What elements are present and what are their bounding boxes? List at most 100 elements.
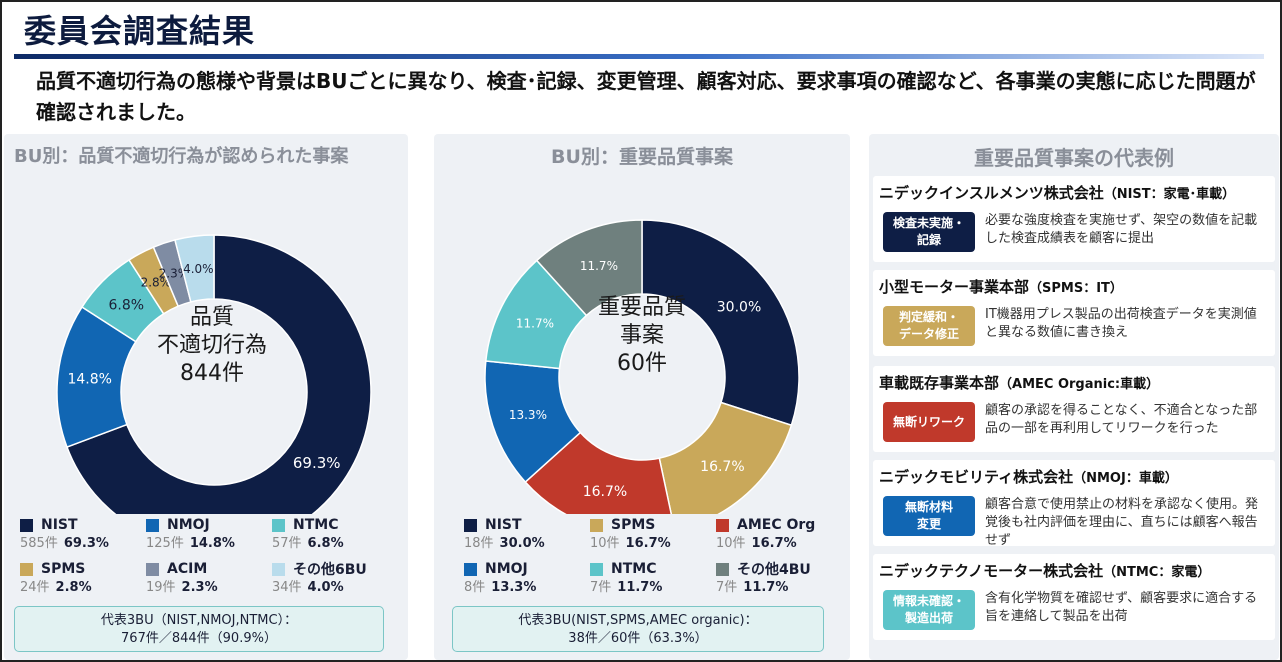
legend-values: 585件 69.3%	[20, 534, 150, 554]
legend-values: 18件 30.0%	[464, 534, 594, 554]
page-title: 委員会調査結果	[24, 12, 256, 50]
data-label-nist: 30.0%	[717, 299, 761, 315]
legend-count: 10件	[590, 536, 620, 551]
case-company-name: 車載既存事業本部	[879, 374, 1000, 392]
legend-percent: 16.7%	[751, 536, 797, 551]
panel-important-cases: BU別：重要品質事案 30.0% 16.7% 16.7% 13.3% 11.7% 11.7…	[434, 134, 850, 660]
legend-values: 8件 13.3%	[464, 578, 594, 598]
case-company-name: ニデックテクノモーター株式会社	[879, 562, 1104, 580]
case-badge-line: 無断材料	[904, 500, 953, 514]
slice-spms	[658, 401, 793, 514]
legend-head: NTMC	[272, 516, 402, 534]
data-label-nmoj: 13.3%	[509, 408, 547, 422]
chart2-center-line1: 重要品質	[597, 295, 686, 320]
case-badge-line: 記録	[916, 233, 941, 247]
legend-count: 19件	[146, 580, 176, 595]
case-company-tag: （AMEC Organic:車載）	[999, 377, 1160, 392]
legend-item--6bu: その他6BU 34件 4.0%	[272, 560, 402, 598]
data-label-spms: 16.7%	[700, 459, 744, 475]
legend-swatch	[590, 518, 603, 532]
case-description: 必要な強度検査を実施せず、架空の数値を記載した検査成績表を顧客に提出	[985, 213, 1258, 246]
legend-swatch	[464, 562, 477, 576]
legend-values: 10件 16.7%	[590, 534, 720, 554]
case-description: 含有化学物質を確認せず、顧客要求に適合する旨を連絡して製品を出荷	[985, 591, 1258, 624]
donut-chart-improper-cases: 69.3% 14.8% 6.8% 2.8%2.3%4.0%	[56, 234, 372, 514]
case-company-name: 小型モーター事業本部	[879, 278, 1030, 296]
data-label-nmoj: 14.8%	[67, 372, 111, 388]
data-label-ntmc: 6.8%	[109, 297, 145, 313]
chart1-center-line2: 不適切行為	[156, 333, 267, 358]
case-badge-line: 情報未確認・	[892, 594, 965, 608]
legend-label: その他6BU	[293, 562, 367, 578]
case-badge-line: 無断リワーク	[892, 415, 965, 429]
case-badge-line: データ修正	[898, 327, 959, 341]
legend-count: 7件	[590, 580, 612, 595]
legend-swatch	[272, 562, 285, 576]
case-company: ニデックテクノモーター株式会社（NTMC：家電）	[879, 560, 1210, 581]
case-badge-line: 検査未実施・	[892, 216, 965, 230]
slice-nist	[641, 219, 800, 427]
legend-item-nist: NIST 585件 69.3%	[20, 516, 150, 554]
legend-count: 125件	[146, 536, 184, 551]
chart1-title: BU別：品質不適切行為が認められた事案	[14, 146, 349, 167]
chart2-summary-line1: 代表3BU(NIST,SPMS,AMEC organic)：	[518, 613, 758, 628]
legend-swatch	[20, 518, 33, 532]
legend-item-spms: SPMS 10件 16.7%	[590, 516, 720, 554]
legend-item-nmoj: NMOJ 125件 14.8%	[146, 516, 276, 554]
legend-swatch	[146, 562, 159, 576]
chart1-center-line3: 844件	[180, 361, 244, 386]
legend-item-spms: SPMS 24件 2.8%	[20, 560, 150, 598]
legend-percent: 16.7%	[625, 536, 671, 551]
legend-head: AMEC Org	[716, 516, 846, 534]
legend-item-ntmc: NTMC 57件 6.8%	[272, 516, 402, 554]
chart2-summary: 代表3BU(NIST,SPMS,AMEC organic)： 38件／60件（6…	[452, 606, 824, 652]
legend-values: 7件 11.7%	[590, 578, 720, 598]
legend-item-ntmc: NTMC 7件 11.7%	[590, 560, 720, 598]
legend-head: NMOJ	[146, 516, 276, 534]
legend-percent: 11.7%	[743, 580, 789, 595]
case-card: ニデックモビリティ株式会社（NMOJ：車載） 無断材料 変更 顧客合意で使用禁止の材料…	[873, 460, 1275, 548]
slice-nist	[65, 234, 372, 514]
case-company-tag: （NTMC：家電）	[1103, 565, 1211, 580]
case-badge-line: 判定緩和・	[898, 310, 959, 324]
legend-head: ACIM	[146, 560, 276, 578]
legend-head: SPMS	[20, 560, 150, 578]
case-card: ニデックテクノモーター株式会社（NTMC：家電） 情報未確認・ 製造出荷 含有化学物質…	[873, 554, 1275, 640]
legend-label: AMEC Org	[737, 517, 816, 533]
case-company: 小型モーター事業本部（SPMS：IT）	[879, 276, 1123, 297]
case-badge-line: 製造出荷	[904, 611, 953, 625]
case-company: ニデックモビリティ株式会社（NMOJ：車載）	[879, 466, 1178, 487]
data-label-nist: 69.3%	[293, 454, 341, 472]
case-company: ニデックインスルメンツ株式会社（NIST：家電･車載）	[879, 182, 1235, 203]
page-subtitle: 品質不適切行為の態様や背景はBUごとに異なり、検査･記録、変更管理、顧客対応、要…	[36, 69, 1256, 124]
data-label--6bu: 4.0%	[183, 262, 214, 276]
legend-swatch	[464, 518, 477, 532]
chart1-summary-line1: 代表3BU（NIST,NMOJ,NTMC）：	[100, 613, 298, 628]
legend-values: 57件 6.8%	[272, 534, 402, 554]
legend-values: 7件 11.7%	[716, 578, 846, 598]
legend-count: 18件	[464, 536, 494, 551]
legend-item-nmoj: NMOJ 8件 13.3%	[464, 560, 594, 598]
chart2-summary-line2: 38件／60件（63.3%）	[568, 631, 708, 646]
chart2-title: BU別：重要品質事案	[551, 146, 733, 168]
legend-head: その他4BU	[716, 560, 846, 578]
case-company-name: ニデックモビリティ株式会社	[879, 468, 1074, 486]
panel-representative-cases: 重要品質事案の代表例 ニデックインスルメンツ株式会社（NIST：家電･車載） 検査…	[869, 134, 1279, 660]
case-card: ニデックインスルメンツ株式会社（NIST：家電･車載） 検査未実施・ 記録 必要な強度…	[873, 176, 1275, 262]
case-company-tag: （NMOJ：車載）	[1073, 471, 1178, 486]
legend-count: 24件	[20, 580, 50, 595]
chart1-center-line1: 品質	[189, 305, 234, 330]
legend-percent: 69.3%	[63, 536, 109, 551]
legend-swatch	[590, 562, 603, 576]
legend-label: SPMS	[611, 517, 656, 533]
legend-values: 10件 16.7%	[716, 534, 846, 554]
legend-count: 57件	[272, 536, 302, 551]
legend-swatch	[716, 562, 729, 576]
case-company-name: ニデックインスルメンツ株式会社	[879, 184, 1104, 202]
chart1-center-label: 品質 不適切行為 844件	[132, 304, 292, 388]
chart2-center-line2: 事案	[619, 323, 664, 348]
legend-head: SPMS	[590, 516, 720, 534]
legend-values: 19件 2.3%	[146, 578, 276, 598]
legend-count: 34件	[272, 580, 302, 595]
case-badge: 検査未実施・ 記録	[883, 212, 975, 252]
